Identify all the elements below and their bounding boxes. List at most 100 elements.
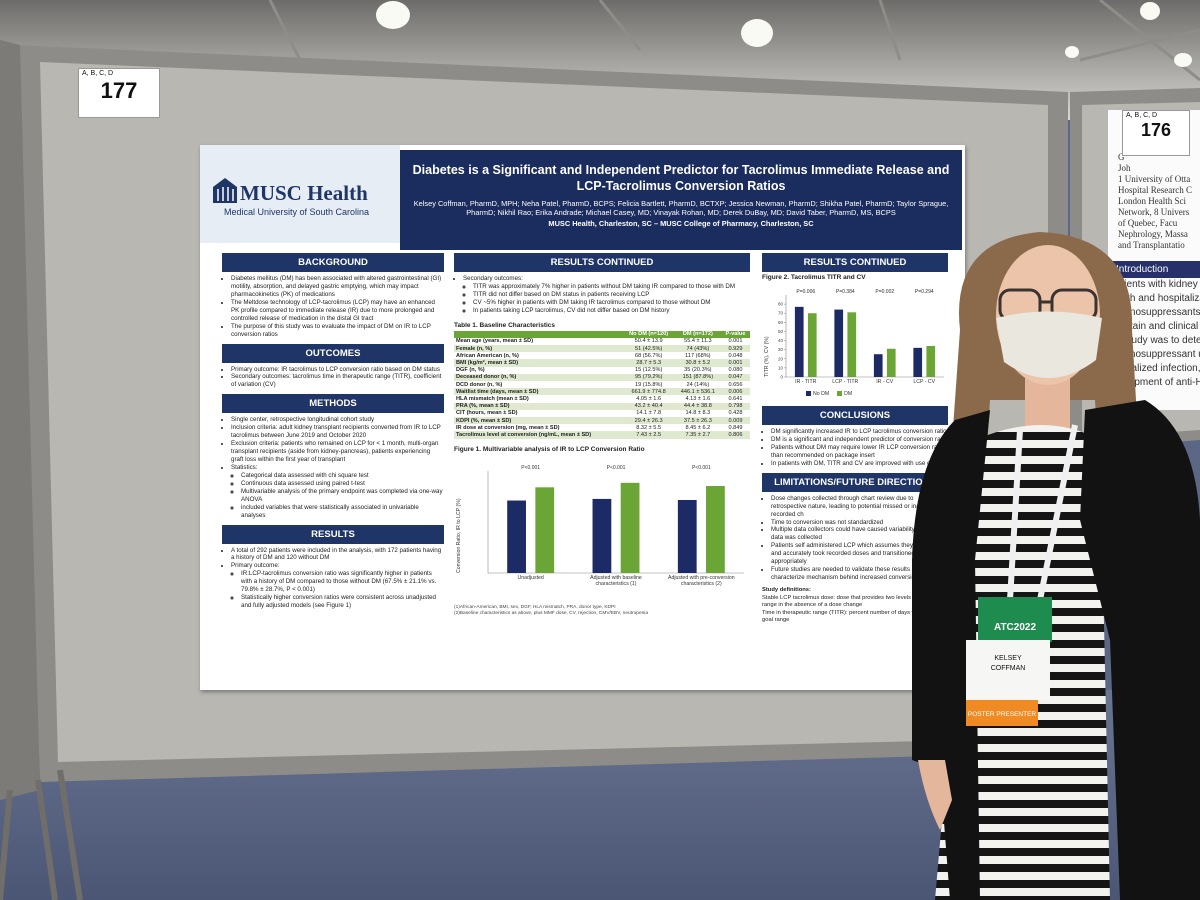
bullet: Multiple data collectors could have caus… [771, 526, 948, 542]
table-cell: 0.849 [728, 424, 743, 431]
bullet-text: Diabetes mellitus (DM) has been associat… [231, 275, 442, 298]
footnote: (1)African-American, BMI, sex, DGF, HLA … [454, 604, 616, 610]
board-label: A, B, C, D 177 [78, 68, 160, 118]
definitions-heading: Study definitions: [762, 587, 811, 593]
section: RESULTS A total of 292 patients were incl… [222, 524, 444, 611]
bar [926, 346, 936, 377]
badge-last-name: COFFMAN [991, 665, 1026, 672]
bullet: Patients self administered LCP which ass… [771, 542, 948, 566]
category-label: LCP - CV [913, 379, 936, 385]
table-cell: African American (n, %) [456, 352, 519, 359]
bullet-text: Single center, retrospective longitudina… [231, 416, 375, 424]
neighbor-text: and Transplantatio [1118, 240, 1185, 250]
section-heading: CONCLUSIONS [762, 406, 948, 425]
board-number: 176 [1140, 120, 1172, 140]
table-cell: IR dose at conversion (mg, mean ± SD) [456, 424, 560, 431]
bullet-list: A total of 292 patients were included in… [222, 547, 444, 611]
table-cell: Mean age (years, mean ± SD) [456, 338, 534, 345]
bar [913, 347, 923, 377]
bullet-list: DM significantly increased IR to LCP tac… [762, 428, 948, 468]
lanyard [1007, 424, 1078, 601]
table-cell: 37.5 ± 26.3 [674, 416, 721, 425]
bullet: Exclusion criteria: patients who remaine… [231, 440, 444, 464]
footnote: (2)Baseline characteristics as above, pl… [454, 610, 649, 616]
table-cell: 0.047 [721, 373, 750, 381]
legend-text: No DM [813, 391, 830, 397]
bullet-list: Primary outcome: IR tacrolimus to LCP co… [222, 366, 444, 390]
bullet-text: Time to conversion was not standardized [771, 518, 884, 526]
column: RESULTS CONTINUED Figure 2. Tacrolimus TI… [762, 253, 948, 625]
y-tick-label: 70 [778, 311, 784, 316]
bullet: Future studies are needed to validate th… [771, 566, 948, 582]
legend-item: No DM [806, 391, 829, 397]
logo-name: MUSC Health [240, 181, 368, 205]
bullet-text: Statistics: [231, 463, 258, 471]
y-tick-label: 80 [778, 302, 784, 307]
header-cell: No DM (n=120) [622, 330, 675, 338]
legend-text: DM [844, 391, 853, 397]
table-cell: 661.9 ± 774.8 [622, 388, 675, 396]
table-cell: 0.048 [728, 352, 743, 359]
neighbor-text: Hospital Research C [1118, 185, 1192, 195]
table-cell: 68 (56.7%) [634, 352, 663, 359]
bullet: The purpose of this study was to evaluat… [231, 323, 444, 339]
table-cell: 151 (87.8%) [674, 373, 721, 381]
definition: Time in therapeutic range (TITR): percen… [762, 609, 937, 624]
table-cell: 74 (43%) [674, 345, 721, 353]
table-cell: 7.35 ± 2.7 [674, 431, 721, 439]
legend-swatch [837, 391, 843, 397]
table-row: HLA mismatch (mean ± SD) 4.05 ± 1.6 4.13 ±… [454, 395, 750, 402]
board-number: 177 [100, 78, 138, 103]
bullet: Inclusion criteria: adult kidney transpl… [231, 424, 444, 440]
bullet-text: Dose changes collected through chart rev… [771, 494, 940, 518]
jacket-left [912, 410, 990, 900]
table-cell: 44.4 ± 38.8 [674, 402, 721, 410]
logo-icon [213, 178, 237, 203]
board-label: A, B, C, D 176 [1122, 110, 1190, 156]
bar [807, 313, 817, 377]
neighbor-text: G [1118, 152, 1125, 162]
chart: P<0.001 P<0.001 P<0.001 Unadjusted Adjusted … [454, 455, 750, 605]
bullet-list: Single center, retrospective longitudina… [222, 416, 444, 519]
bullet-text: Multiple data collectors could have caus… [771, 526, 935, 542]
badge-event: ATC2022 [994, 622, 1036, 633]
table-cell: Waitlist time (days, mean ± SD) [454, 388, 623, 396]
table-cell: PRA (%, mean ± SD) [454, 402, 623, 410]
category-label: IR - TITR [795, 379, 817, 385]
sub-bullet: In patients taking LCP tacrolimus, CV di… [473, 307, 750, 315]
table-cell: DCD donor (n, %) [456, 381, 503, 388]
authors: Kelsey Coffman, PharmD, MPH; Neha Patel,… [413, 198, 949, 218]
affiliation: MUSC Health, Charleston, SC – MUSC Colle… [548, 219, 814, 229]
bullet: In patients with DM, TITR and CV are imp… [771, 460, 948, 468]
badge-first-name: KELSEY [994, 655, 1022, 662]
sub-bullet: Statistically higher conversion ratios w… [241, 594, 444, 610]
table-cell: 28.7 ± 5.3 [622, 359, 675, 367]
bullet: Patients without DM may require lower IR… [771, 444, 948, 460]
table-cell: 50.4 ± 13.9 [634, 338, 663, 345]
bar [677, 499, 697, 573]
neighbor-text: London Health Sci [1118, 196, 1186, 206]
table-row: DGF (n, %) 15 (12.5%) 35 (20.3%) 0.080 [454, 367, 750, 374]
table-row: CIT (hours, mean ± SD) 14.1 ± 7.8 14.8 ± 8… [454, 410, 750, 417]
y-tick-label: 0 [780, 375, 783, 380]
section: LIMITATIONS/FUTURE DIRECTIONSDose change… [762, 472, 948, 582]
title-bar: Diabetes is a Significant and Independen… [400, 150, 962, 250]
bar [507, 500, 526, 573]
section-heading: METHODS [222, 394, 444, 414]
table-row: Female (n, %) 51 (42.5%) 74 (43%) 0.929 [454, 345, 750, 353]
table-cell: 0.001 [721, 359, 750, 367]
p-value: P=0.002 [875, 289, 894, 295]
bar [794, 306, 804, 377]
table-cell: 0.009 [721, 416, 750, 425]
table-cell: HLA mismatch (mean ± SD) [456, 395, 529, 402]
header-cell [454, 330, 623, 338]
sub-bullet: Multivariable analysis of the primary en… [241, 488, 444, 504]
table-cell: KDPI (%, mean ± SD) [454, 416, 623, 425]
section: METHODS Single center, retrospective long… [222, 394, 444, 519]
table-cell: 0.798 [721, 402, 750, 410]
table-cell: Female (n, %) [454, 345, 623, 353]
bullet: Time to conversion was not standardized [771, 519, 948, 527]
sub-bullet: TITR was approximately 7% higher in pati… [473, 283, 750, 291]
table-cell: 35 (20.3%) [684, 367, 712, 374]
